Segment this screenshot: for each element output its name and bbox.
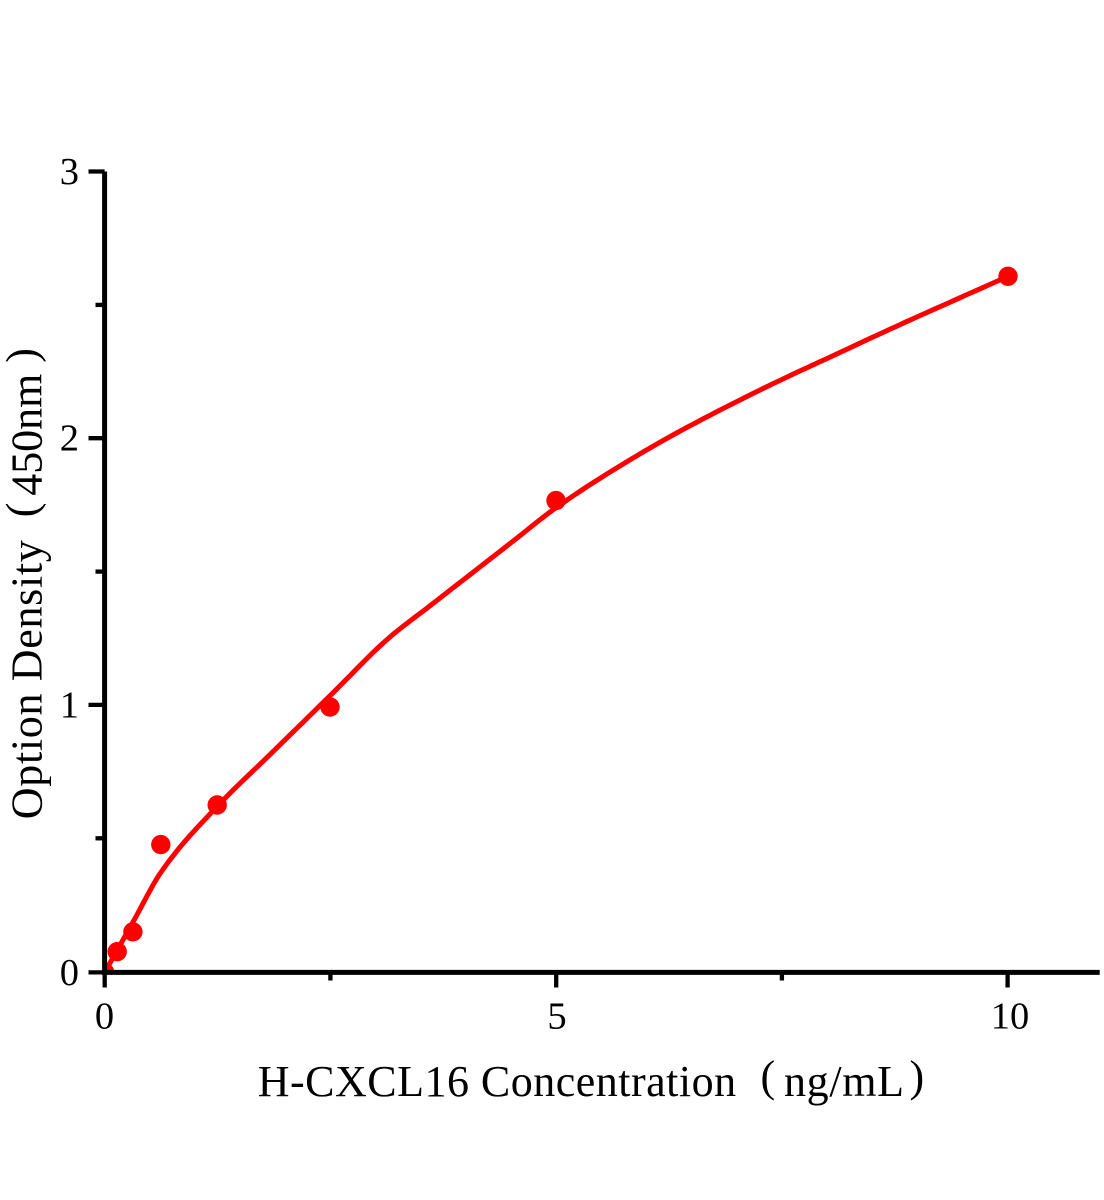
svg-text:H-CXCL16 Concentration: H-CXCL16 Concentration (258, 1057, 736, 1106)
svg-text:10: 10 (991, 996, 1030, 1038)
svg-text:): ) (910, 1052, 925, 1101)
svg-text:5: 5 (547, 996, 566, 1038)
svg-text:3: 3 (60, 151, 79, 193)
svg-text:(: ( (0, 503, 47, 518)
svg-text:2: 2 (60, 418, 79, 460)
svg-text:Option Density: Option Density (3, 540, 52, 819)
svg-text:1: 1 (60, 684, 79, 726)
svg-text:(: ( (761, 1052, 776, 1101)
svg-text:ng/mL: ng/mL (784, 1057, 904, 1106)
svg-text:0: 0 (60, 952, 79, 994)
svg-text:): ) (0, 348, 47, 363)
svg-text:450nm: 450nm (3, 374, 52, 496)
svg-text:0: 0 (95, 996, 114, 1038)
